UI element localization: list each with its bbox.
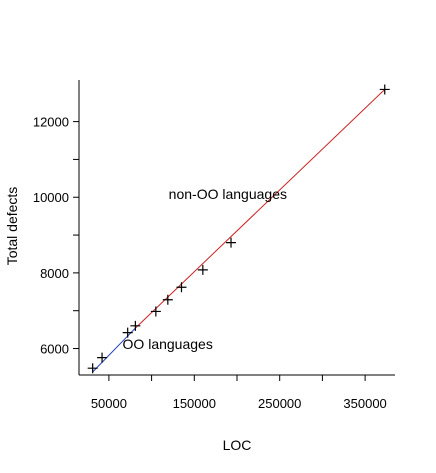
y-tick-label: 12000 [33, 115, 69, 130]
data-point [162, 294, 173, 305]
axes: 50000 150000 250000 350000 6000 8000 10000 1200… [33, 80, 395, 411]
data-point [150, 306, 161, 317]
x-tick-label: 50000 [91, 396, 127, 411]
x-axis-label: LOC [223, 437, 252, 453]
x-tick-label: 250000 [258, 396, 301, 411]
data-point [226, 237, 237, 248]
fit-line [135, 89, 386, 329]
y-tick-label: 10000 [33, 190, 69, 205]
annotations: non-OO languages OO languages [123, 186, 287, 352]
data-point [379, 84, 390, 95]
data-points [87, 84, 390, 374]
data-point [122, 327, 133, 338]
data-point [176, 282, 187, 293]
data-point [197, 264, 208, 275]
fit-lines [92, 89, 386, 373]
x-tick-label: 350000 [343, 396, 386, 411]
data-point [130, 320, 141, 331]
annotation-label: non-OO languages [169, 186, 287, 202]
y-tick-label: 6000 [40, 342, 69, 357]
annotation-label: OO languages [123, 336, 213, 352]
x-tick-label: 150000 [173, 396, 216, 411]
y-axis-label: Total defects [4, 187, 20, 266]
data-point [87, 363, 98, 374]
data-point [97, 352, 108, 363]
y-tick-label: 8000 [40, 266, 69, 281]
